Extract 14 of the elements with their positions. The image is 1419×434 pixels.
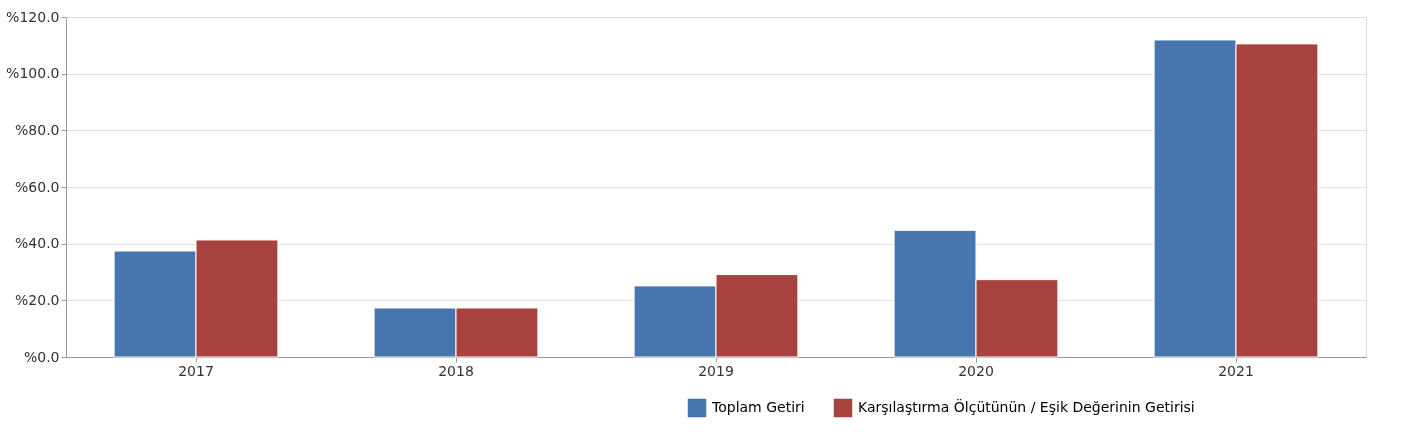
- y-tick-label: %20.0: [15, 291, 60, 308]
- x-tick-label: 2017: [178, 362, 214, 379]
- y-tick-label: %80.0: [15, 121, 60, 138]
- y-tick-label: %40.0: [15, 235, 60, 252]
- x-tick-label: 2019: [698, 362, 734, 379]
- legend-label: Toplam Getiri: [711, 399, 805, 415]
- y-tick-label: %0.0: [23, 348, 60, 365]
- x-tick-label: 2020: [958, 362, 994, 379]
- legend-label: Karşılaştırma Ölçütünün / Eşik Değerinin Getirisi: [858, 398, 1195, 415]
- x-tick-label: 2018: [438, 362, 474, 379]
- x-tick-label: 2021: [1218, 362, 1254, 379]
- y-tick-label: %120.0: [6, 8, 60, 25]
- y-tick-label: %100.0: [6, 65, 60, 82]
- y-tick-label: %60.0: [15, 178, 60, 195]
